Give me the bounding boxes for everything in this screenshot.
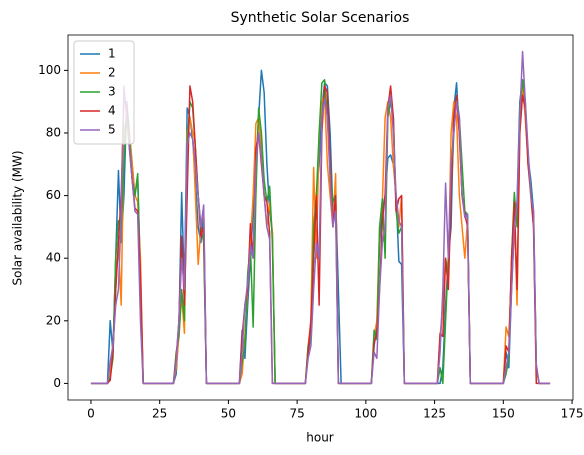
legend-label: 3	[108, 85, 116, 99]
legend-label: 1	[108, 47, 116, 61]
x-tick-label: 150	[492, 407, 515, 421]
chart-title: Synthetic Solar Scenarios	[231, 10, 410, 26]
x-tick-label: 125	[423, 407, 446, 421]
x-tick-label: 0	[87, 407, 95, 421]
legend-label: 2	[108, 66, 116, 80]
x-tick-label: 25	[152, 407, 167, 421]
x-tick-label: 75	[289, 407, 304, 421]
y-tick-label: 80	[46, 125, 61, 139]
series-line	[90, 50, 551, 385]
y-axis-label: Solar availability (MW)	[11, 150, 25, 285]
x-tick-label: 50	[221, 407, 236, 421]
legend-label: 4	[108, 104, 116, 118]
y-tick-label: 100	[38, 63, 61, 77]
legend: 1 2 3 4 5	[73, 40, 135, 145]
x-axis-label: hour	[306, 431, 334, 445]
y-tick-label: 40	[46, 251, 61, 265]
y-tick-label: 60	[46, 188, 61, 202]
plot-frame	[67, 34, 574, 401]
legend-label: 5	[108, 123, 116, 137]
y-tick-label: 20	[46, 313, 61, 327]
legend-box	[73, 40, 135, 145]
x-tick-label: 100	[354, 407, 377, 421]
y-tick-label: 0	[53, 376, 61, 390]
x-tick-label: 175	[561, 407, 584, 421]
